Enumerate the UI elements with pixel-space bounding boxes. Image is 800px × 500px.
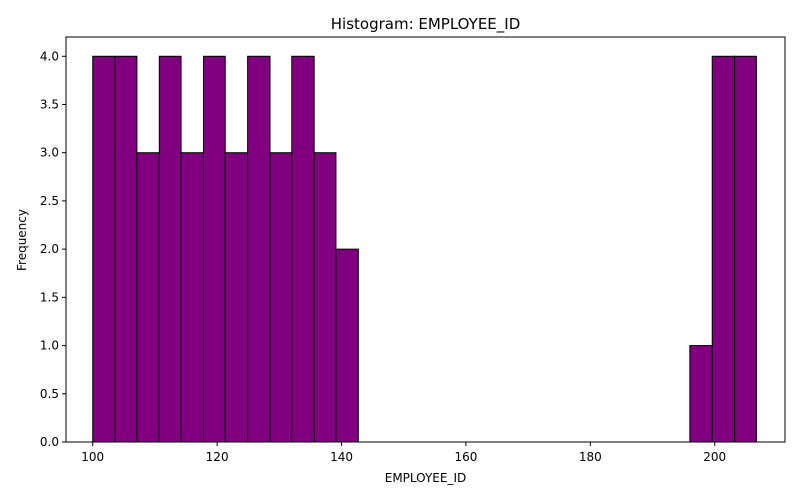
y-tick-label: 0.0 [40, 435, 59, 449]
histogram-bar [180, 152, 204, 443]
histogram-bar [269, 152, 293, 443]
histogram-bar [734, 55, 757, 443]
histogram-bar [136, 152, 160, 443]
histogram-bar [92, 55, 116, 443]
histogram-bar [224, 152, 249, 443]
histogram-bar [202, 55, 226, 443]
x-tick-label: 140 [330, 450, 353, 464]
x-tick-label: 200 [703, 450, 726, 464]
histogram-bar [335, 248, 359, 443]
y-axis-ticks: 0.0 0.5 1.0 1.5 2.0 2.5 3.0 3.5 4.0 [40, 49, 66, 449]
bars-group [92, 55, 757, 443]
y-tick-label: 1.0 [40, 339, 59, 353]
histogram-bar [158, 55, 182, 443]
y-tick-label: 4.0 [40, 49, 59, 63]
x-axis-ticks: 100 120 140 160 180 200 [81, 442, 726, 464]
chart-title: Histogram: EMPLOYEE_ID [331, 15, 521, 34]
histogram-bar [291, 55, 315, 443]
y-tick-label: 3.5 [40, 98, 59, 112]
histogram-bar [711, 55, 736, 443]
x-tick-label: 120 [206, 450, 229, 464]
x-tick-label: 180 [579, 450, 602, 464]
histogram-bar [689, 345, 713, 443]
histogram-bar [247, 55, 271, 443]
histogram-bar [313, 152, 337, 443]
y-tick-label: 3.0 [40, 146, 59, 160]
y-axis-label: Frequency [15, 209, 29, 271]
x-tick-label: 100 [81, 450, 104, 464]
y-tick-label: 2.5 [40, 194, 59, 208]
x-axis-label: EMPLOYEE_ID [385, 471, 467, 485]
plot-area-frame [65, 36, 786, 443]
histogram-bar [114, 55, 138, 443]
x-tick-label: 160 [454, 450, 477, 464]
y-tick-label: 0.5 [40, 387, 59, 401]
y-tick-label: 1.5 [40, 290, 59, 304]
y-tick-label: 2.0 [40, 242, 59, 256]
